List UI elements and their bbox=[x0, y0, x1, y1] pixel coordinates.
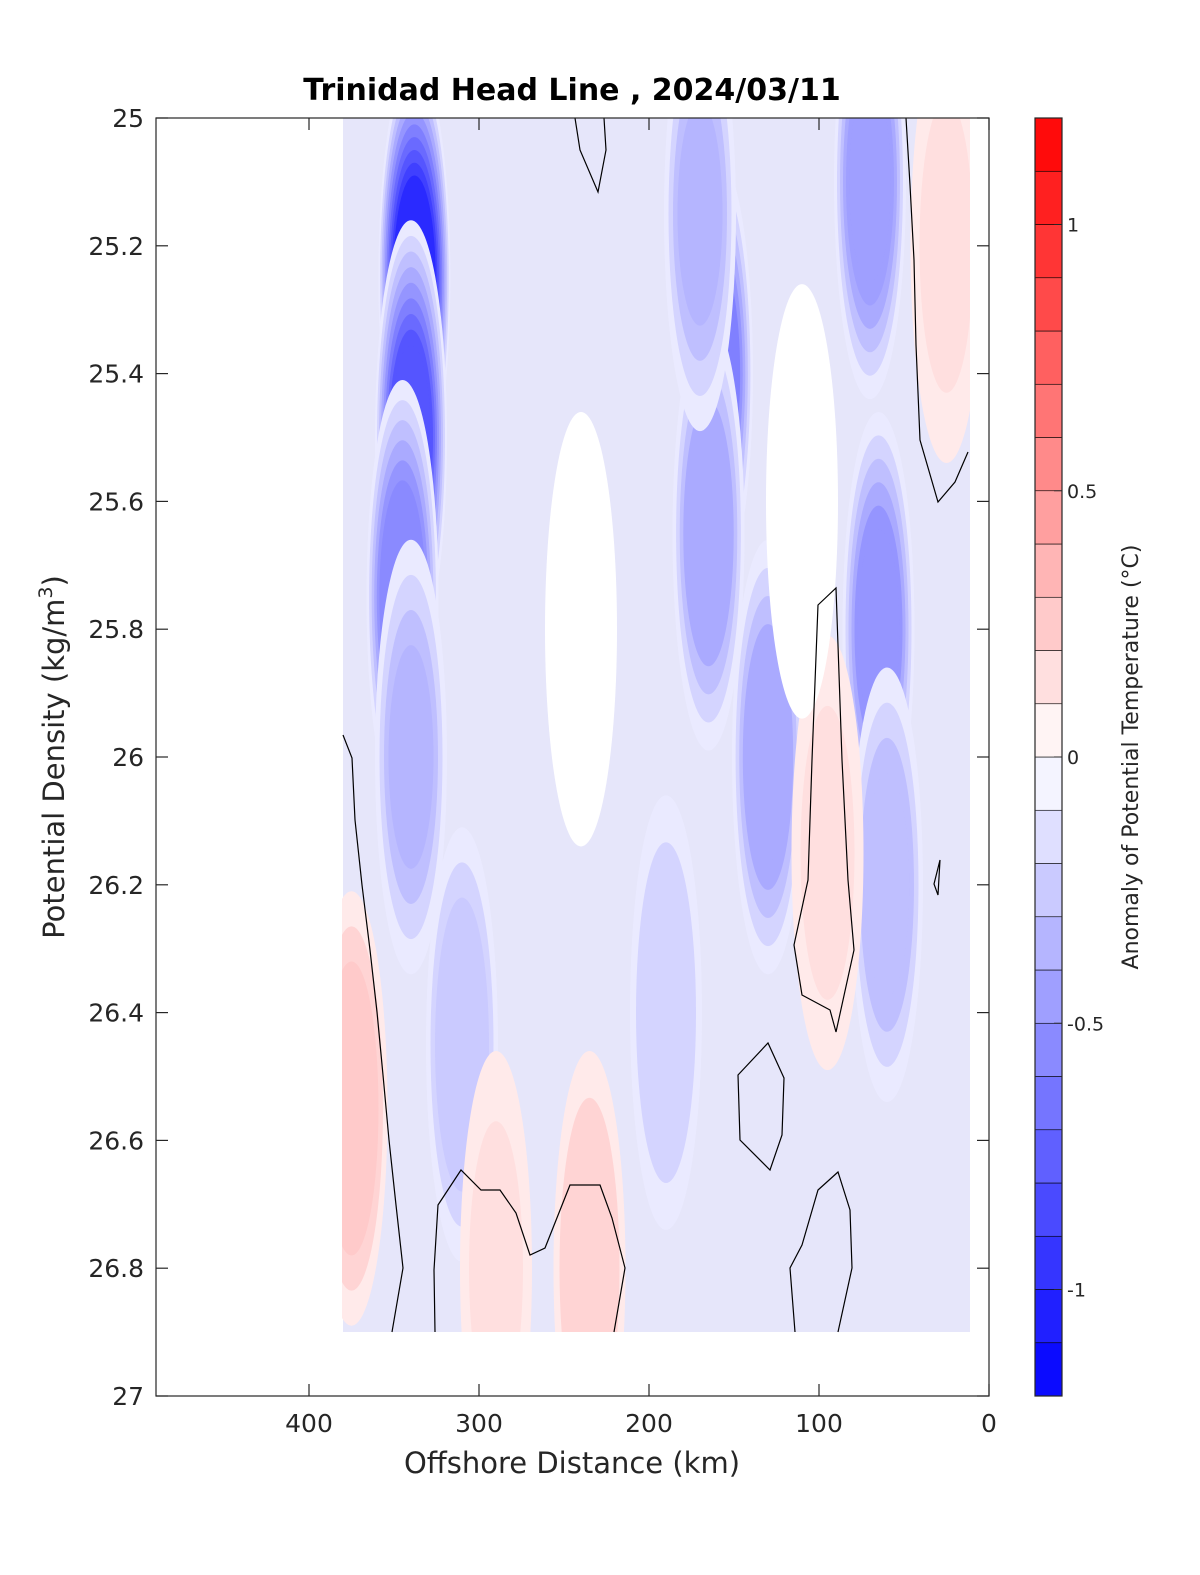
zero-contour-line bbox=[574, 117, 607, 195]
y-tick-label: 26.2 bbox=[88, 871, 144, 900]
anomaly-field bbox=[315, 118, 983, 1396]
colorbar-segment bbox=[1034, 596, 1063, 651]
chart-title: Trinidad Head Line , 2024/03/11 bbox=[303, 73, 840, 108]
anomaly-contour-fill bbox=[686, 428, 731, 639]
anomaly-contour-fill bbox=[545, 411, 617, 847]
y-tick-label: 25.6 bbox=[88, 487, 144, 516]
colorbar-segment bbox=[1034, 703, 1063, 758]
y-axis-label-text: Potential Density (kg/m bbox=[37, 599, 71, 939]
colorbar-segment bbox=[1034, 916, 1063, 971]
colorbar-tick-label: -1 bbox=[1067, 1280, 1086, 1302]
colorbar-segment bbox=[1034, 1182, 1063, 1237]
y-axis-label-close: ) bbox=[37, 575, 71, 586]
x-tick-label: 400 bbox=[285, 1409, 333, 1438]
colorbar-segment bbox=[1034, 863, 1063, 918]
x-tick-label: 300 bbox=[455, 1409, 503, 1438]
colorbar-tick-label: 0 bbox=[1067, 747, 1079, 769]
zero-contours bbox=[342, 117, 969, 1333]
no-data-region-offshore bbox=[156, 118, 342, 1396]
y-axis-label: Potential Density (kg/m3) bbox=[35, 575, 71, 939]
anomaly-contour-fill bbox=[864, 772, 910, 997]
y-tick-label: 25.4 bbox=[88, 360, 144, 389]
colorbar-segment bbox=[1034, 383, 1063, 438]
y-tick-label: 26.8 bbox=[88, 1254, 144, 1283]
x-axis-label: Offshore Distance (km) bbox=[404, 1446, 740, 1480]
anomaly-contour-fill bbox=[746, 652, 790, 862]
colorbar-segment bbox=[1034, 224, 1063, 279]
x-axis: 400 300 200 100 0 bbox=[285, 118, 997, 1438]
colorbar-tick-label: -0.5 bbox=[1067, 1013, 1104, 1035]
colorbar-label: Anomaly of Potential Temperature (°C) bbox=[1119, 545, 1144, 970]
x-tick-label: 0 bbox=[981, 1409, 997, 1438]
colorbar-segment bbox=[1034, 277, 1063, 332]
anomaly-contour-fill bbox=[919, 118, 974, 393]
zero-contour-line bbox=[433, 1169, 626, 1333]
colorbar-segment bbox=[1034, 809, 1063, 864]
colorbar-segment bbox=[1034, 1076, 1063, 1131]
y-tick-label: 26.6 bbox=[88, 1126, 144, 1155]
colorbar-segment bbox=[1034, 543, 1063, 598]
zero-contour-line bbox=[933, 859, 941, 896]
anomaly-contour-fill bbox=[800, 705, 855, 1000]
anomaly-contour-fill bbox=[677, 118, 723, 326]
colorbar-segment bbox=[1034, 650, 1063, 705]
y-tick-label: 26 bbox=[112, 743, 144, 772]
colorbar-segment bbox=[1034, 170, 1063, 225]
colorbar-segment bbox=[1034, 969, 1063, 1024]
y-tick-label: 25.8 bbox=[88, 615, 144, 644]
anomaly-contour-fill bbox=[388, 645, 434, 869]
colorbar-segment bbox=[1034, 437, 1063, 492]
y-axis-label-superscript: 3 bbox=[35, 586, 57, 598]
y-tick-label: 25.2 bbox=[88, 232, 144, 261]
colorbar-segment bbox=[1034, 490, 1063, 545]
colorbar-segment bbox=[1034, 117, 1063, 172]
zero-contour-line bbox=[789, 1170, 853, 1333]
colorbar-segment bbox=[1034, 1022, 1063, 1077]
y-tick-label: 27 bbox=[112, 1382, 144, 1411]
colorbar-segment bbox=[1034, 1235, 1063, 1290]
anomaly-contour-fill bbox=[642, 889, 690, 1137]
colorbar-segment bbox=[1034, 1342, 1063, 1397]
colorbar bbox=[1034, 117, 1063, 1397]
colorbar-segment bbox=[1034, 756, 1063, 811]
y-tick-label: 26.4 bbox=[88, 999, 144, 1028]
colorbar-tick-label: 1 bbox=[1067, 215, 1079, 237]
no-data-region-deep bbox=[156, 1332, 989, 1396]
colorbar-ticks: -1 -0.5 0 0.5 1 bbox=[1054, 215, 1104, 1302]
anomaly-contour-fill bbox=[565, 1144, 614, 1392]
anomaly-contour-fill bbox=[849, 118, 891, 282]
colorbar-segment bbox=[1034, 1289, 1063, 1344]
colorbar-segment bbox=[1034, 330, 1063, 385]
x-tick-label: 100 bbox=[795, 1409, 843, 1438]
x-tick-label: 200 bbox=[625, 1409, 673, 1438]
y-tick-label: 25 bbox=[112, 104, 144, 133]
y-axis: 25 25.2 25.4 25.6 25.8 26 26.2 26.4 26.6 26.8 27 bbox=[88, 104, 989, 1411]
anomaly-contour-fill bbox=[766, 284, 838, 719]
zero-contour-line bbox=[905, 117, 969, 504]
zero-contour-line bbox=[793, 586, 855, 1033]
colorbar-tick-label: 0.5 bbox=[1067, 481, 1097, 503]
colorbar-segment bbox=[1034, 1129, 1063, 1184]
zero-contour-line bbox=[737, 1041, 785, 1172]
zero-contour-line bbox=[342, 734, 404, 1333]
